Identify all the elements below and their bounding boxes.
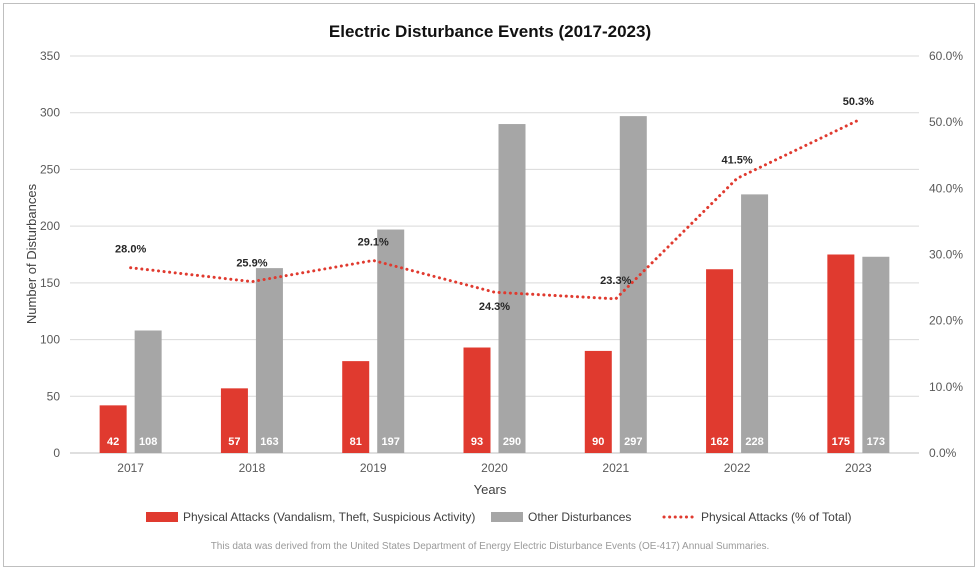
bar-data-label: 90 (592, 436, 604, 448)
bar-data-label: 81 (350, 436, 362, 448)
bar-data-label: 228 (745, 436, 763, 448)
line-data-label: 29.1% (358, 236, 389, 248)
line-data-label: 50.3% (843, 96, 874, 108)
x-tick-label: 2021 (602, 461, 629, 475)
line-data-label: 41.5% (721, 154, 752, 166)
bar-other-disturbances (377, 229, 405, 453)
y2-tick-label: 10.0% (929, 380, 963, 394)
gridlines (70, 55, 919, 454)
y-tick-label: 50 (47, 389, 61, 403)
footnote: This data was derived from the United St… (211, 541, 770, 552)
bar-data-label: 163 (260, 436, 278, 448)
y-tick-label: 350 (40, 49, 60, 63)
line-data-label: 24.3% (479, 301, 510, 313)
legend-swatch-other-disturbances (491, 512, 523, 522)
x-axis-ticks: 2017 2018 2019 2020 2021 2022 2023 (117, 461, 872, 475)
line-data-label: 23.3% (600, 275, 631, 287)
y2-axis-ticks: 0.0% 10.0% 20.0% 30.0% 40.0% 50.0% 60.0% (929, 49, 963, 460)
x-tick-label: 2017 (117, 461, 144, 475)
y-tick-label: 250 (40, 162, 60, 176)
bar-data-label: 173 (867, 436, 885, 448)
percent-line: 28.0% 25.9% 29.1% 24.3% 23.3% 41.5% 50.3% (115, 96, 874, 313)
bar-other-disturbances (498, 124, 526, 454)
y2-tick-label: 50.0% (929, 115, 963, 129)
bar-data-label: 175 (832, 436, 850, 448)
bar-other-disturbances (862, 256, 890, 453)
chart-title: Electric Disturbance Events (2017-2023) (329, 22, 651, 41)
bar-other-disturbances (741, 194, 769, 453)
legend-label-percent-line: Physical Attacks (% of Total) (701, 510, 852, 524)
y-axis-ticks: 0 50 100 150 200 250 300 350 (40, 49, 60, 460)
bar-other-disturbances (619, 116, 647, 454)
bar-physical-attacks (706, 269, 734, 453)
line-data-label: 28.0% (115, 244, 146, 256)
legend-label-other-disturbances: Other Disturbances (528, 510, 631, 524)
bar-data-label: 93 (471, 436, 483, 448)
y-tick-label: 0 (53, 446, 60, 460)
bar-data-label: 42 (107, 436, 119, 448)
bar-other-disturbances (255, 268, 283, 453)
y2-tick-label: 20.0% (929, 314, 963, 328)
x-tick-label: 2022 (724, 461, 751, 475)
legend-label-physical-attacks: Physical Attacks (Vandalism, Theft, Susp… (183, 510, 475, 524)
bar-physical-attacks (463, 347, 491, 453)
bar-data-label: 162 (710, 436, 728, 448)
bar-data-label: 297 (624, 436, 642, 448)
bar-physical-attacks (342, 361, 370, 453)
y-tick-label: 200 (40, 219, 60, 233)
bar-physical-attacks (99, 405, 127, 453)
bars: 42 108 57 163 81 197 93 290 90 297 162 228 175 173 (99, 116, 890, 454)
x-tick-label: 2018 (239, 461, 266, 475)
bar-data-label: 197 (382, 436, 400, 448)
line-data-label: 25.9% (236, 258, 267, 270)
y-tick-label: 100 (40, 333, 60, 347)
y2-tick-label: 30.0% (929, 248, 963, 262)
y-tick-label: 300 (40, 106, 60, 120)
legend: Physical Attacks (Vandalism, Theft, Susp… (146, 510, 852, 524)
x-tick-label: 2020 (481, 461, 508, 475)
bar-physical-attacks (220, 388, 248, 453)
bar-other-disturbances (134, 330, 162, 453)
y-axis-title: Number of Disturbances (24, 183, 39, 324)
x-axis-title: Years (474, 482, 507, 497)
y2-tick-label: 40.0% (929, 181, 963, 195)
x-tick-label: 2019 (360, 461, 387, 475)
y-tick-label: 150 (40, 276, 60, 290)
bar-data-label: 290 (503, 436, 521, 448)
chart-frame (3, 3, 975, 567)
y2-tick-label: 60.0% (929, 49, 963, 63)
x-tick-label: 2023 (845, 461, 872, 475)
bar-data-label: 108 (139, 436, 157, 448)
percent-line-path (129, 118, 860, 301)
bar-physical-attacks (827, 254, 855, 453)
y2-tick-label: 0.0% (929, 446, 957, 460)
bar-physical-attacks (584, 350, 612, 453)
bar-data-label: 57 (228, 436, 240, 448)
legend-swatch-physical-attacks (146, 512, 178, 522)
